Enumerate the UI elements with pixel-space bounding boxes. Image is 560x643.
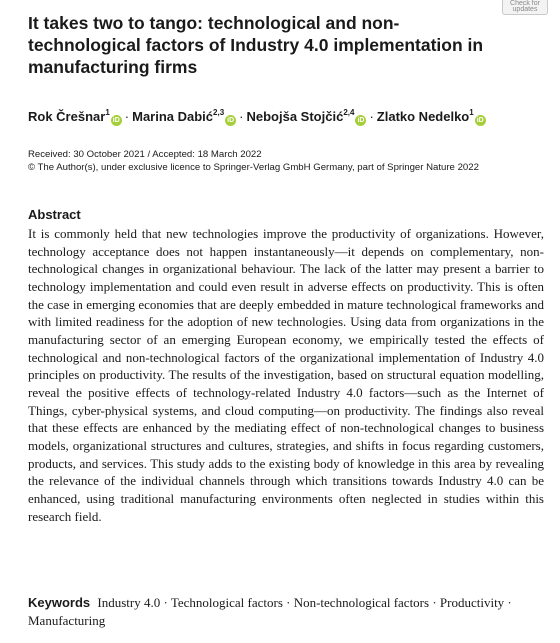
abstract-text: It is commonly held that new technologie…: [28, 226, 544, 524]
orcid-icon[interactable]: iD: [110, 115, 122, 126]
author-4[interactable]: Zlatko Nedelko1iD: [376, 108, 486, 126]
affiliation-marker: 2,3: [213, 108, 225, 117]
orcid-icon[interactable]: iD: [225, 115, 237, 126]
author-1[interactable]: Rok Črešnar1iD: [28, 108, 122, 126]
received-dates: Received: 30 October 2021 / Accepted: 18…: [28, 149, 262, 160]
article-title: It takes two to tango: technological and…: [28, 13, 484, 77]
author-name: Nebojša Stojčić: [246, 109, 344, 124]
author-3[interactable]: Nebojša Stojčić2,4iD: [246, 108, 367, 126]
keywords-section: Keywords Industry 4.0 · Technological fa…: [28, 594, 544, 630]
affiliation-marker: 1: [105, 108, 110, 117]
author-name: Rok Črešnar: [28, 109, 106, 124]
orcid-icon[interactable]: iD: [355, 115, 367, 126]
author-list: Rok Črešnar1iD · Marina Dabić2,3iD · Nebojša…: [28, 104, 548, 126]
author-separator: ·: [369, 109, 374, 124]
author-name: Zlatko Nedelko: [376, 109, 470, 124]
abstract-heading: Abstract: [28, 207, 81, 222]
affiliation-marker: 1: [469, 108, 474, 117]
affiliation-marker: 2,4: [343, 108, 355, 117]
keywords-label: Keywords: [28, 595, 91, 610]
author-separator: ·: [124, 109, 130, 124]
keywords-list: Industry 4.0 · Technological factors · N…: [28, 595, 512, 628]
check-for-updates-badge[interactable]: Check for updates: [502, 0, 548, 15]
orcid-icon[interactable]: iD: [474, 115, 486, 126]
author-2[interactable]: Marina Dabić2,3iD: [132, 108, 237, 126]
copyright-notice: © The Author(s), under exclusive licence…: [28, 162, 479, 173]
author-separator: ·: [239, 109, 244, 124]
author-name: Marina Dabić: [132, 109, 214, 124]
